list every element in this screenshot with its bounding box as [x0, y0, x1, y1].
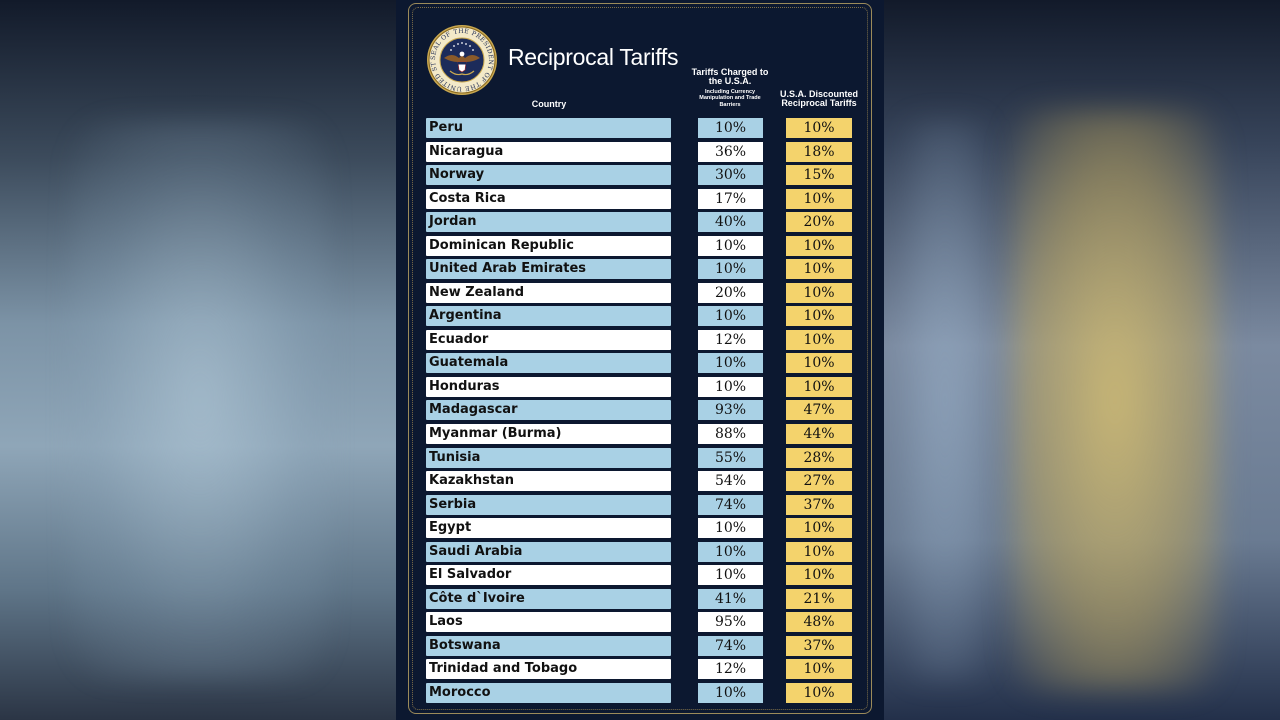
country-cell: Egypt [426, 518, 671, 538]
tariff-charged-cell: 10% [698, 236, 763, 256]
presidential-seal-icon: SEAL OF THE PRESIDENT OF THE UNITED STAT… [426, 24, 497, 95]
tariff-discounted-cell: 48% [786, 612, 852, 632]
tariff-charged-cell: 10% [698, 377, 763, 397]
page-title: Reciprocal Tariffs [508, 44, 679, 70]
tariff-discounted-cell: 10% [786, 518, 852, 538]
country-cell: Morocco [426, 683, 671, 703]
tariff-charged-cell: 10% [698, 683, 763, 703]
country-cell: Guatemala [426, 353, 671, 373]
tariff-discounted-cell: 27% [786, 471, 852, 491]
tariff-discounted-cell: 44% [786, 424, 852, 444]
column-header-tariffs-charged-note: Including Currency Manipulation and Trad… [699, 89, 761, 108]
country-cell: Norway [426, 165, 671, 185]
country-cell: Honduras [426, 377, 671, 397]
blurred-background-right-glow-gold [1010, 110, 1220, 690]
tariff-discounted-cell: 37% [786, 495, 852, 515]
tariff-discounted-cell: 28% [786, 448, 852, 468]
tariff-charged-cell: 74% [698, 495, 763, 515]
blurred-background-right-glow-blue [900, 120, 990, 680]
tariff-charged-cell: 55% [698, 448, 763, 468]
tariff-discounted-cell: 18% [786, 142, 852, 162]
country-cell: Trinidad and Tobago [426, 659, 671, 679]
country-cell: Saudi Arabia [426, 542, 671, 562]
tariff-discounted-cell: 10% [786, 283, 852, 303]
tariff-charged-cell: 10% [698, 542, 763, 562]
tariff-charged-cell: 95% [698, 612, 763, 632]
country-cell: Peru [426, 118, 671, 138]
country-cell: Myanmar (Burma) [426, 424, 671, 444]
tariff-charged-cell: 10% [698, 306, 763, 326]
country-cell: Côte d`Ivoire [426, 589, 671, 609]
tariff-discounted-cell: 10% [786, 377, 852, 397]
tariff-discounted-cell: 15% [786, 165, 852, 185]
tariff-discounted-cell: 10% [786, 306, 852, 326]
tariff-discounted-cell: 10% [786, 542, 852, 562]
tariff-discounted-cell: 10% [786, 118, 852, 138]
tariff-charged-cell: 10% [698, 518, 763, 538]
tariff-discounted-cell: 10% [786, 659, 852, 679]
tariff-charged-cell: 10% [698, 353, 763, 373]
blurred-background-left-glow [70, 120, 330, 680]
country-cell: Madagascar [426, 400, 671, 420]
tariff-discounted-cell: 10% [786, 259, 852, 279]
country-cell: United Arab Emirates [426, 259, 671, 279]
country-cell: Nicaragua [426, 142, 671, 162]
column-header-tariffs-charged: Tariffs Charged to the U.S.A. [691, 67, 769, 87]
tariff-charged-cell: 74% [698, 636, 763, 656]
tariff-discounted-cell: 10% [786, 565, 852, 585]
tariff-discounted-cell: 10% [786, 683, 852, 703]
tariff-discounted-cell: 37% [786, 636, 852, 656]
tariff-charged-cell: 93% [698, 400, 763, 420]
country-cell: Dominican Republic [426, 236, 671, 256]
tariff-discounted-cell: 10% [786, 189, 852, 209]
tariff-charged-cell: 88% [698, 424, 763, 444]
country-cell: New Zealand [426, 283, 671, 303]
country-cell: Serbia [426, 495, 671, 515]
country-cell: Kazakhstan [426, 471, 671, 491]
country-cell: El Salvador [426, 565, 671, 585]
tariff-charged-cell: 12% [698, 659, 763, 679]
country-cell: Tunisia [426, 448, 671, 468]
tariff-charged-cell: 36% [698, 142, 763, 162]
country-cell: Costa Rica [426, 189, 671, 209]
tariff-charged-cell: 17% [698, 189, 763, 209]
column-header-discounted-tariffs: U.S.A. Discounted Reciprocal Tariffs [779, 89, 858, 109]
tariff-discounted-cell: 20% [786, 212, 852, 232]
tariff-charged-cell: 12% [698, 330, 763, 350]
tariff-discounted-cell: 10% [786, 236, 852, 256]
tariff-discounted-cell: 21% [786, 589, 852, 609]
tariff-charged-cell: 20% [698, 283, 763, 303]
country-cell: Botswana [426, 636, 671, 656]
tariff-discounted-cell: 47% [786, 400, 852, 420]
tariff-charged-cell: 40% [698, 212, 763, 232]
tariff-charged-cell: 10% [698, 118, 763, 138]
tariff-charged-cell: 10% [698, 259, 763, 279]
tariff-charged-cell: 30% [698, 165, 763, 185]
poster-border [408, 3, 872, 714]
tariff-discounted-cell: 10% [786, 330, 852, 350]
tariff-charged-cell: 54% [698, 471, 763, 491]
poster-inner-border [412, 7, 868, 710]
column-header-country: Country [531, 99, 567, 109]
tariff-charged-cell: 10% [698, 565, 763, 585]
tariff-charged-cell: 41% [698, 589, 763, 609]
country-cell: Jordan [426, 212, 671, 232]
country-cell: Ecuador [426, 330, 671, 350]
country-cell: Argentina [426, 306, 671, 326]
country-cell: Laos [426, 612, 671, 632]
tariff-discounted-cell: 10% [786, 353, 852, 373]
